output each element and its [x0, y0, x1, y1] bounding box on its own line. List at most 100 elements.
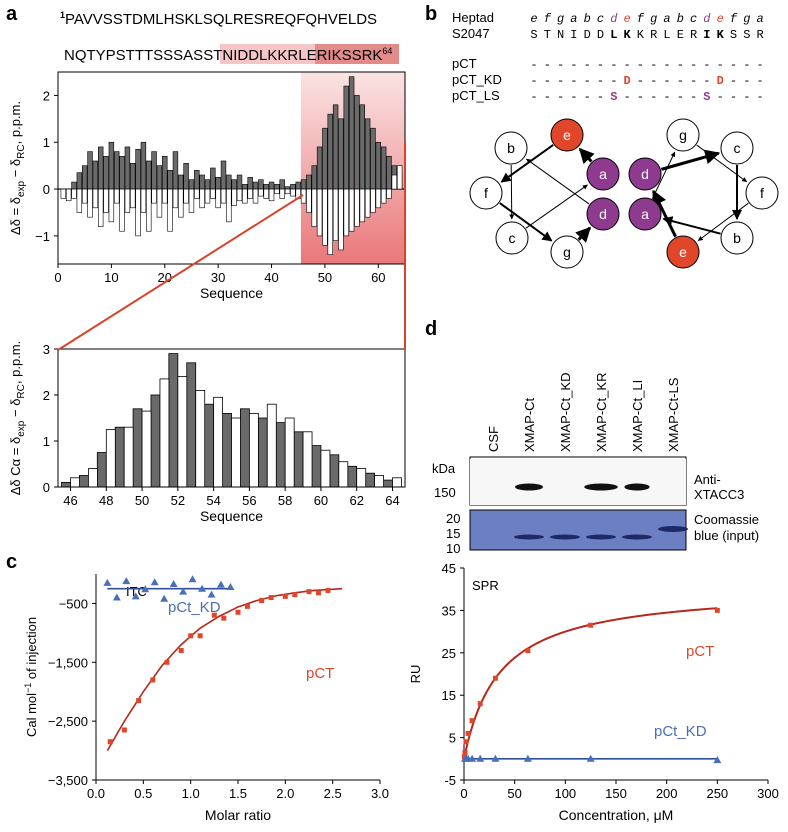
bar-ca — [258, 179, 264, 190]
wheel-residue-label: f — [484, 185, 488, 201]
bar-ca — [300, 179, 307, 190]
y-axis-label: Δδ Cα = δexp − δRC, p.p.m. — [8, 341, 27, 496]
identity-mark: - — [637, 90, 644, 104]
wheel-residue-a — [586, 157, 620, 191]
mutation-mark: S — [703, 90, 710, 104]
x-tick-label: 50 — [135, 493, 149, 508]
bar-cb — [130, 188, 136, 209]
data-point-pct — [714, 607, 720, 613]
x-tick-label: 54 — [206, 493, 220, 508]
wheel-arrow — [697, 202, 749, 242]
bar-ca — [359, 104, 365, 190]
y-label-text: Cal mol — [24, 693, 39, 737]
residue: K — [623, 28, 631, 42]
y-label-text: − δ — [8, 399, 23, 421]
bar-cb — [108, 188, 115, 223]
data-point-pct — [221, 615, 227, 621]
bar-ca — [290, 184, 296, 190]
residue: D — [597, 28, 604, 42]
y-tick-label: 2 — [43, 88, 50, 103]
bar-white — [177, 376, 188, 488]
bar-grey — [329, 454, 340, 488]
series-label-pct-kd: pCt_KD — [654, 723, 707, 740]
wheel-residue-a — [628, 197, 662, 231]
bar-white — [248, 412, 259, 488]
sequence-line-1: PAVVSSTDMLHSKLSQLRESREQFQHVELDS — [65, 11, 377, 28]
data-point-pct-kd — [476, 754, 485, 762]
residue: R — [690, 28, 697, 42]
wheel-arrow — [651, 189, 677, 238]
wheel-residue-label: d — [599, 206, 607, 222]
identity-mark: - — [663, 90, 670, 104]
wheel-arrow — [578, 147, 595, 164]
wheel-residue-label: a — [599, 166, 607, 182]
bar-cb — [151, 188, 157, 204]
identity-mark: - — [530, 58, 537, 72]
bar-cb — [316, 188, 323, 237]
bar-cb — [375, 188, 382, 209]
identity-mark: - — [743, 74, 750, 88]
identity-mark: - — [570, 74, 577, 88]
x-tick-label: 56 — [242, 493, 256, 508]
residue: N — [557, 28, 564, 42]
x-tick-label: 10 — [104, 270, 118, 285]
band-coomassie — [514, 534, 544, 540]
mutation-mark: S — [610, 90, 617, 104]
ca-shift-zoom-bar-chart: 46 48 50 52 54 56 58 60 62 64 0 1 2 3 Sequence Δδ Cα = … — [8, 341, 406, 524]
bar-cb — [268, 188, 275, 202]
identity-mark: - — [677, 58, 684, 72]
bar-white — [231, 417, 241, 488]
x-tick-label: 2.5 — [324, 786, 342, 801]
identity-mark: - — [597, 90, 604, 104]
bar-cb — [92, 188, 99, 209]
bar-ca — [375, 141, 382, 190]
identity-mark: - — [730, 90, 737, 104]
bar-cb — [354, 188, 360, 227]
identity-mark: - — [650, 90, 657, 104]
bar-ca — [151, 151, 157, 190]
bar-ca — [268, 181, 275, 190]
bar-ca — [274, 184, 280, 190]
lane-label: XMAP-Ct_KR — [594, 373, 609, 452]
bar-cb — [114, 188, 120, 204]
bar-grey — [204, 403, 215, 488]
data-point-pct — [469, 718, 475, 724]
wheel-residue-b — [494, 131, 528, 165]
anti-label-2: XTACC3 — [694, 487, 744, 502]
bar-cb — [81, 188, 88, 204]
bar-ca — [247, 177, 253, 190]
band-anti-xtacc3 — [624, 483, 650, 491]
bar-white — [338, 461, 349, 488]
data-point-pct — [463, 739, 469, 745]
residue: R — [756, 28, 763, 42]
bar-cb — [220, 188, 227, 204]
bar-ca — [199, 174, 205, 190]
wheel-residue-label: c — [734, 140, 741, 156]
bar-grey — [257, 417, 268, 488]
x-tick-label: 30 — [211, 270, 225, 285]
panel-label-a: a — [6, 3, 18, 25]
data-point-pct — [292, 592, 298, 598]
coomassie-label-2: blue (input) — [694, 528, 759, 543]
bar-white — [105, 429, 116, 488]
residue: T — [544, 28, 551, 42]
identity-mark: - — [677, 74, 684, 88]
wheel-residue-label: e — [563, 127, 571, 143]
bar-ca — [386, 155, 392, 190]
x-tick-label: 0 — [54, 270, 61, 285]
svg-text:NQTYPSTTTSSSASSTNIDDLKKRLERIKS: NQTYPSTTTSSSASSTNIDDLKKRLERIKSSRK64 — [64, 46, 392, 64]
y-tick-label: 2 — [43, 388, 50, 403]
lane-label: XMAP-Ct — [522, 397, 537, 452]
identity-mark: - — [743, 58, 750, 72]
identity-mark: - — [677, 90, 684, 104]
bar-white — [159, 378, 170, 488]
helical-wheels: e b f c g a d g c f b e a d — [469, 118, 779, 269]
bar-cb — [226, 188, 232, 223]
bar-white — [284, 417, 295, 488]
bar-ca — [103, 155, 109, 190]
variant-label-pct: pCT — [452, 56, 477, 71]
data-point-pct_kd — [179, 587, 188, 595]
bar-cb — [396, 165, 403, 190]
bar-white — [320, 449, 331, 488]
